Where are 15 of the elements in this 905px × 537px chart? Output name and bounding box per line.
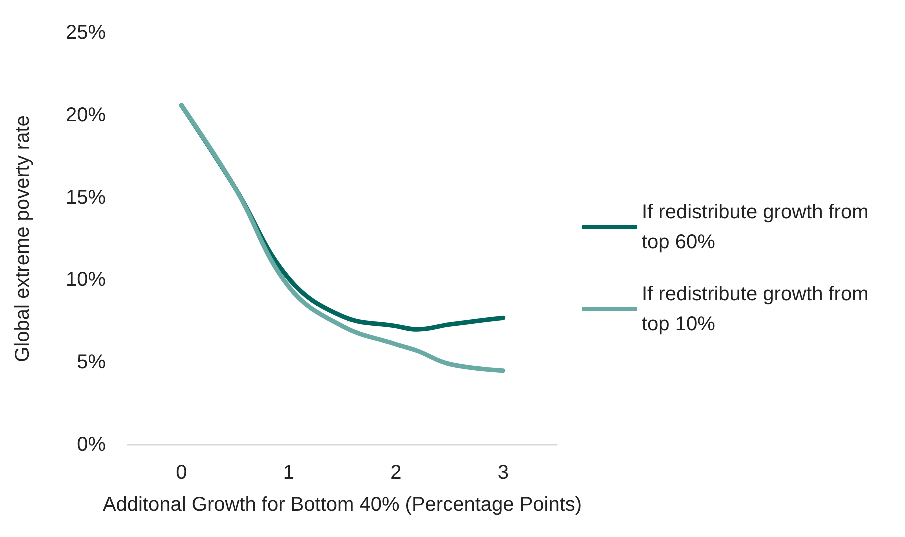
x-tick-label: 0 bbox=[176, 462, 188, 484]
x-tick-label: 3 bbox=[498, 462, 509, 484]
y-tick-label: 5% bbox=[77, 352, 106, 374]
y-axis-title: Global extreme poverty rate bbox=[12, 116, 34, 362]
y-tick-label: 10% bbox=[66, 269, 106, 292]
line-series bbox=[179, 103, 506, 374]
x-tick-label: 1 bbox=[283, 462, 294, 484]
y-tick-label: 0% bbox=[77, 434, 106, 456]
x-axis-title: Additonal Growth for Bottom 40% (Percentage Points) bbox=[102, 494, 582, 516]
legend-label: If redistribute growth from top 10% bbox=[642, 284, 874, 336]
y-tick-label: 25% bbox=[66, 22, 106, 44]
x-tick-label: 2 bbox=[390, 462, 402, 484]
legend-label: If redistribute growth from top 60% bbox=[642, 202, 874, 254]
y-tick-label: 15% bbox=[66, 186, 106, 209]
y-tick-label: 20% bbox=[66, 104, 106, 126]
